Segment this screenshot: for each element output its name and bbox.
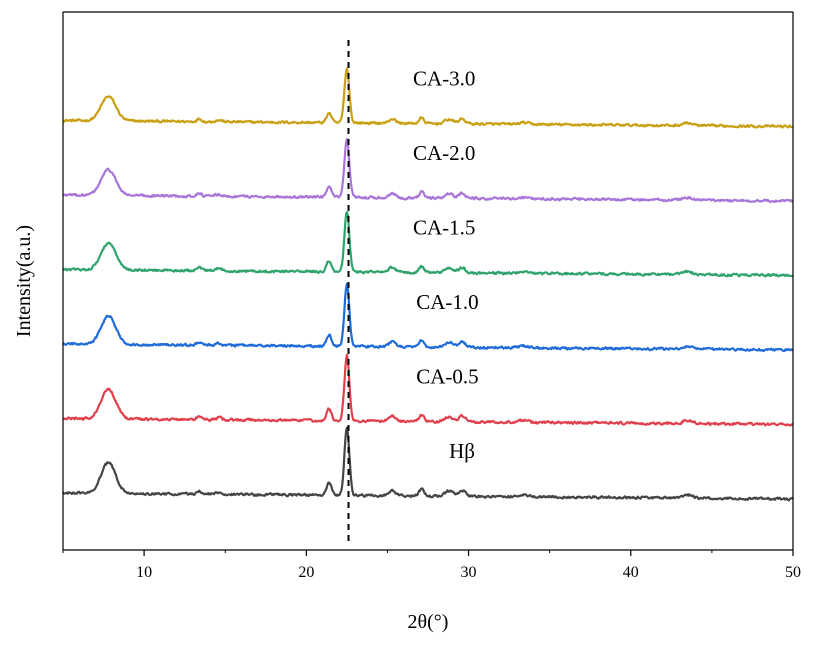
series-label: CA-0.5 <box>416 365 478 389</box>
x-tick-label: 50 <box>785 564 801 581</box>
y-axis-label: Intensity(a.u.) <box>13 225 35 337</box>
series-line-h- <box>62 426 794 502</box>
series-line-ca-1-0 <box>62 282 794 353</box>
series-layer: CA-3.0 CA-2.0 CA-1.5 CA-1.0 CA-0.5 Hβ <box>62 67 794 502</box>
series-label: CA-3.0 <box>413 67 475 91</box>
series-label: Hβ <box>449 439 475 463</box>
series-line-ca-3-0 <box>62 67 794 129</box>
x-tick-label: 40 <box>623 564 639 581</box>
x-tick-label: 10 <box>136 564 152 581</box>
series-line-ca-1-5 <box>62 211 794 278</box>
axes: 10 20 30 40 50 <box>62 11 801 581</box>
series-line-ca-0-5 <box>62 353 794 427</box>
x-axis-label: 2θ(°) <box>408 611 449 633</box>
series-label: CA-1.0 <box>416 290 478 314</box>
series-line-ca-2-0 <box>62 137 794 204</box>
series-label: CA-1.5 <box>413 216 475 240</box>
x-tick-label: 20 <box>298 564 314 581</box>
x-tick-label: 30 <box>461 564 477 581</box>
series-label: CA-2.0 <box>413 141 475 165</box>
